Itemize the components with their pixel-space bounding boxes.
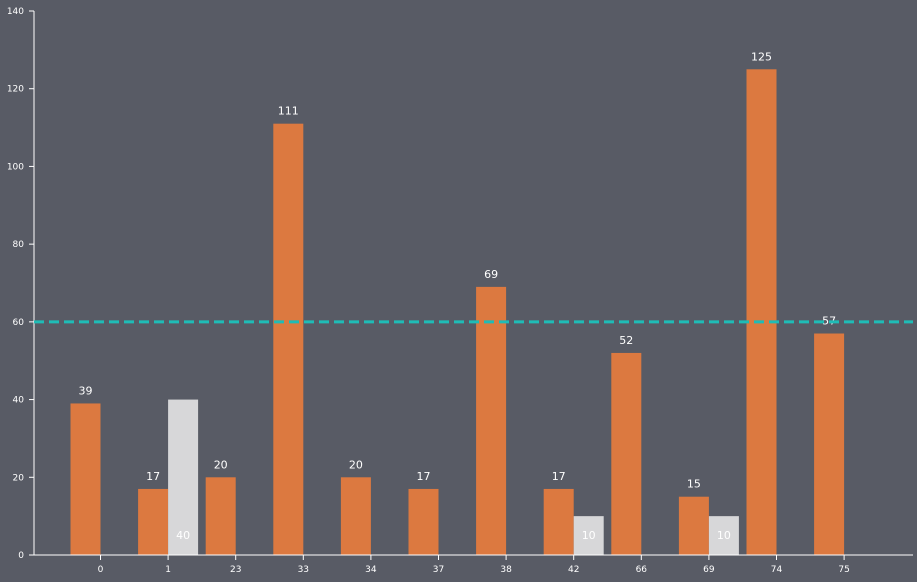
data-label-series-1-42: 17 — [552, 470, 566, 483]
bar-series-1-0 — [70, 403, 101, 555]
bar-series-1-1 — [138, 488, 169, 555]
bars-layer — [70, 69, 845, 556]
data-label-series-2-1: 40 — [176, 529, 190, 542]
data-label-series-1-34: 20 — [349, 458, 363, 471]
bar-series-1-69 — [678, 496, 709, 555]
data-label-series-1-33: 111 — [278, 105, 299, 118]
y-tick-label-60: 60 — [13, 318, 25, 328]
bar-series-1-42 — [543, 488, 574, 555]
x-tick-label-1: 1 — [165, 565, 171, 575]
data-label-series-1-74: 125 — [751, 50, 772, 63]
x-tick-label-74: 74 — [771, 565, 783, 575]
data-label-series-1-0: 39 — [79, 384, 93, 397]
bar-series-2-42 — [573, 516, 604, 555]
bar-series-1-23 — [205, 477, 236, 555]
data-label-series-1-37: 17 — [417, 470, 431, 483]
bar-series-1-33 — [273, 123, 304, 555]
data-label-series-1-38: 69 — [484, 268, 498, 281]
y-tick-label-120: 120 — [7, 85, 24, 95]
y-tick-label-140: 140 — [7, 7, 24, 17]
y-tick-label-80: 80 — [13, 240, 25, 250]
x-tick-label-42: 42 — [568, 565, 579, 575]
y-tick-label-0: 0 — [18, 551, 24, 561]
data-label-series-1-23: 20 — [214, 458, 228, 471]
y-tick-label-100: 100 — [7, 162, 24, 172]
bar-series-2-69 — [708, 516, 739, 555]
bar-series-2-1 — [168, 399, 199, 555]
x-tick-label-75: 75 — [838, 565, 849, 575]
x-tick-label-33: 33 — [298, 565, 309, 575]
bar-series-1-74 — [746, 69, 777, 556]
bar-series-1-37 — [408, 488, 439, 555]
data-label-series-2-42: 10 — [582, 529, 596, 542]
bar-series-1-34 — [340, 477, 371, 555]
data-labels-layer: 39174020111201769171052151012557 — [79, 50, 837, 542]
x-tick-label-37: 37 — [433, 565, 444, 575]
x-tick-label-38: 38 — [500, 565, 512, 575]
bar-series-1-38 — [476, 286, 507, 555]
data-label-series-1-66: 52 — [619, 334, 633, 347]
y-tick-label-20: 20 — [13, 473, 25, 483]
x-tick-label-34: 34 — [365, 565, 377, 575]
x-tick-label-23: 23 — [230, 565, 241, 575]
bar-series-1-66 — [611, 352, 642, 555]
y-tick-label-40: 40 — [13, 396, 25, 406]
axes-layer: 0 20 40 60 80 100 120 140 0 1 23 33 34 37 38 42 66 69 74 75 — [7, 7, 913, 575]
x-tick-label-66: 66 — [636, 565, 648, 575]
x-tick-label-69: 69 — [703, 565, 715, 575]
data-label-series-1-1: 17 — [146, 470, 160, 483]
x-tick-label-0: 0 — [98, 565, 104, 575]
data-label-series-2-69: 10 — [717, 529, 731, 542]
bar-series-1-75 — [814, 333, 845, 555]
data-label-series-1-69: 15 — [687, 478, 701, 491]
